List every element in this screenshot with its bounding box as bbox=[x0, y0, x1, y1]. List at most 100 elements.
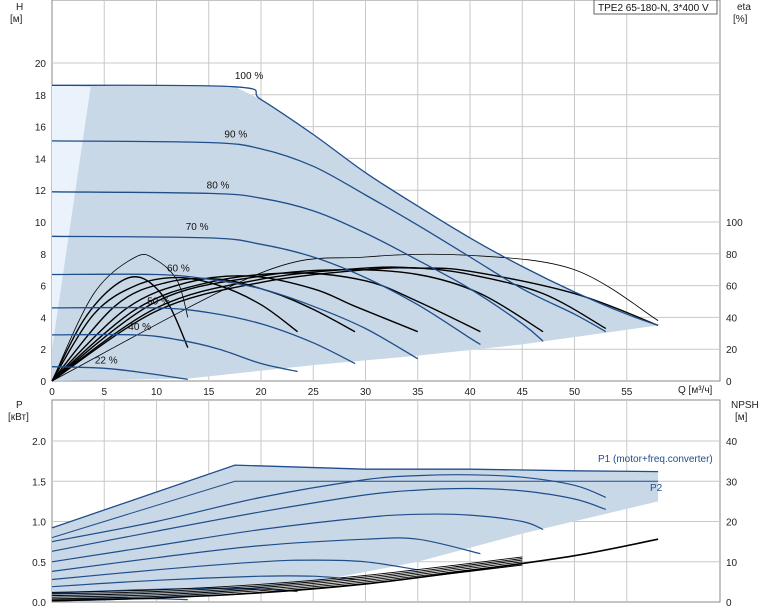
speed-percent-label: 90 % bbox=[224, 130, 247, 141]
top-y-right-tick-label: 20 bbox=[726, 345, 738, 356]
top-y-left-tick-label: 16 bbox=[35, 123, 47, 134]
top-y-left-tick-label: 10 bbox=[35, 218, 47, 229]
power-npsh-panel: 0.0 0.5 1.0 1.5 2.0 0 10 20 30 40 P [кВт] NPSH [м… bbox=[8, 399, 759, 609]
low-flow-area-fill bbox=[52, 85, 91, 350]
efficiency-reference-curve bbox=[51, 254, 189, 382]
top-x-tick-label: 20 bbox=[255, 387, 267, 398]
speed-percent-label: 22 % bbox=[95, 356, 118, 367]
efficiency-curve bbox=[51, 268, 544, 382]
p1-legend-label: P1 (motor+freq.converter) bbox=[598, 454, 713, 465]
p-axis-unit: [кВт] bbox=[8, 412, 29, 423]
top-x-tick-label: 40 bbox=[464, 387, 476, 398]
head-curve bbox=[51, 140, 607, 333]
bottom-y-left-tick-label: 1.5 bbox=[32, 477, 46, 488]
top-x-tick-label: 15 bbox=[203, 387, 215, 398]
speed-percent-label: 50 % bbox=[147, 297, 170, 308]
power-curve bbox=[51, 537, 481, 572]
p2-curve bbox=[51, 480, 659, 539]
efficiency-curve bbox=[51, 277, 356, 382]
head-curve bbox=[51, 333, 298, 373]
speed-percent-label: 80 % bbox=[207, 181, 230, 192]
top-y-left-tick-label: 4 bbox=[40, 313, 46, 324]
top-y-left-tick-label: 2 bbox=[40, 345, 46, 356]
head-curve bbox=[51, 191, 544, 342]
speed-percent-label: 100 % bbox=[235, 71, 263, 82]
npsh-band-curve bbox=[51, 559, 523, 597]
top-y-right-tick-label: 100 bbox=[726, 218, 743, 229]
chart-title: TPE2 65-180-N, 3*400 V bbox=[598, 3, 709, 14]
y-right-label: eta bbox=[737, 2, 751, 13]
top-y-left-tick-label: 20 bbox=[35, 59, 47, 70]
npsh-band-curve bbox=[51, 558, 523, 595]
head-curve bbox=[51, 235, 481, 345]
speed-percent-label: 60 % bbox=[167, 263, 190, 274]
top-y-left-tick-label: 18 bbox=[35, 91, 47, 102]
npsh-axis-label: NPSH bbox=[731, 400, 759, 411]
bottom-y-right-tick-label: 30 bbox=[726, 477, 738, 488]
x-axis-label: Q [м³/ч] bbox=[678, 385, 713, 396]
npsh-band-curve bbox=[51, 561, 523, 598]
top-x-tick-label: 10 bbox=[151, 387, 163, 398]
operating-area bbox=[52, 85, 659, 381]
top-x-tick-label: 45 bbox=[517, 387, 529, 398]
head-efficiency-panel: 0 5 10 15 20 25 30 35 40 45 50 55 0 2 4 6 8 10 12 14 16 18 20 0… bbox=[10, 0, 751, 398]
npsh-axis-unit: [м] bbox=[735, 412, 748, 423]
bottom-y-right-tick-label: 0 bbox=[726, 598, 732, 609]
head-curve bbox=[51, 273, 419, 360]
efficiency-curve bbox=[51, 276, 299, 382]
title-box bbox=[593, 0, 718, 15]
npsh-band-curve bbox=[51, 562, 523, 600]
power-area-fill bbox=[52, 465, 659, 602]
bottom-y-right-tick-label: 20 bbox=[726, 518, 738, 529]
power-curves bbox=[51, 464, 659, 602]
top-y-right-tick-label: 0 bbox=[726, 377, 732, 388]
power-area bbox=[52, 465, 659, 602]
top-x-tick-label: 5 bbox=[101, 387, 107, 398]
top-ticks: 0 5 10 15 20 25 30 35 40 45 50 55 0 2 4 6 8 10 12 14 16 18 20 0… bbox=[35, 59, 743, 398]
top-y-right-tick-label: 80 bbox=[726, 250, 738, 261]
top-y-left-tick-label: 0 bbox=[40, 377, 46, 388]
y-right-unit: [%] bbox=[733, 14, 748, 25]
efficiency-curve bbox=[51, 275, 419, 382]
speed-percent-label: 70 % bbox=[186, 222, 209, 233]
efficiency-curve bbox=[51, 276, 189, 382]
bottom-y-left-tick-label: 0.5 bbox=[32, 558, 46, 569]
top-y-left-tick-label: 14 bbox=[35, 154, 47, 165]
efficiency-curve bbox=[51, 267, 659, 382]
p-axis-label: P bbox=[16, 400, 23, 411]
power-curve bbox=[51, 513, 544, 563]
head-curve bbox=[51, 84, 659, 327]
bottom-y-left-tick-label: 1.0 bbox=[32, 518, 46, 529]
y-left-unit: [м] bbox=[10, 14, 23, 25]
top-y-left-tick-label: 8 bbox=[40, 250, 46, 261]
bottom-y-left-tick-label: 2.0 bbox=[32, 437, 46, 448]
top-y-right-tick-label: 60 bbox=[726, 282, 738, 293]
top-y-right-tick-label: 40 bbox=[726, 313, 738, 324]
head-curves bbox=[51, 84, 659, 381]
power-curve bbox=[51, 487, 606, 552]
top-y-left-tick-label: 12 bbox=[35, 186, 47, 197]
top-x-tick-label: 50 bbox=[569, 387, 581, 398]
power-curve bbox=[51, 474, 607, 543]
y-left-label: H bbox=[16, 2, 23, 13]
top-x-tick-label: 30 bbox=[360, 387, 372, 398]
power-curve bbox=[51, 575, 356, 588]
top-x-tick-label: 55 bbox=[621, 387, 633, 398]
efficiency-curves bbox=[51, 253, 659, 382]
top-x-tick-label: 35 bbox=[412, 387, 424, 398]
speed-annotations: 100 % 90 % 80 % 70 % 60 % 50 % 40 % 22 % bbox=[95, 71, 263, 367]
efficiency-curve bbox=[51, 272, 481, 382]
bottom-y-right-tick-label: 40 bbox=[726, 437, 738, 448]
top-y-left-tick-label: 6 bbox=[40, 282, 46, 293]
efficiency-reference-curve bbox=[51, 253, 659, 382]
top-x-tick-label: 25 bbox=[308, 387, 320, 398]
head-curve bbox=[51, 366, 188, 381]
npsh-band-curve bbox=[51, 564, 523, 601]
power-curve bbox=[51, 559, 418, 581]
head-curve bbox=[51, 306, 356, 365]
p1-curve bbox=[51, 464, 659, 529]
operating-area-fill bbox=[52, 85, 659, 381]
speed-percent-label: 40 % bbox=[128, 322, 151, 333]
top-x-tick-label: 0 bbox=[49, 387, 55, 398]
bottom-y-left-tick-label: 0.0 bbox=[32, 598, 46, 609]
